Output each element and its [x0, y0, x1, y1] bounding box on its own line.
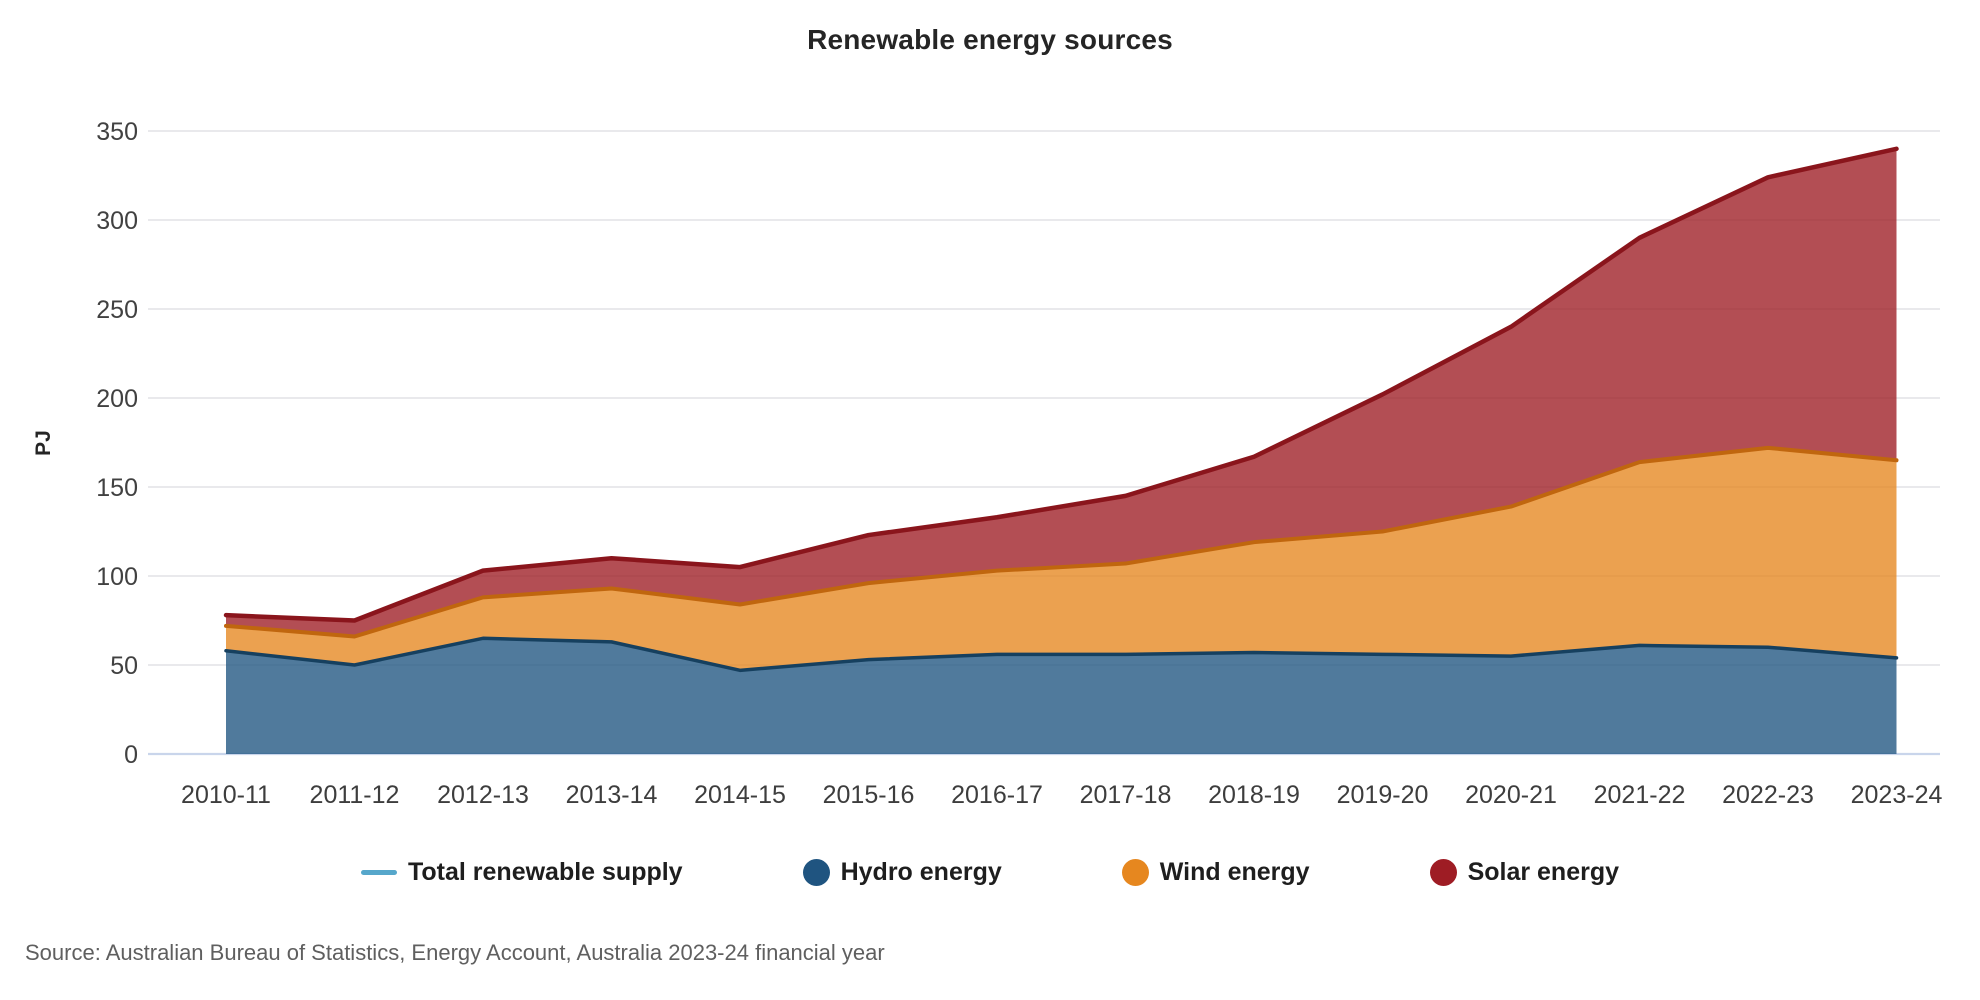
- legend-label: Solar energy: [1467, 858, 1620, 886]
- legend-label: Wind energy: [1159, 858, 1310, 886]
- x-axis-label: 2012-13: [437, 781, 529, 809]
- legend-label: Hydro energy: [840, 858, 1002, 886]
- y-axis-tick-label: 250: [96, 296, 138, 324]
- y-axis-title: PJ: [32, 430, 55, 456]
- hydro-area: [226, 638, 1897, 754]
- legend-label: Total renewable supply: [407, 858, 683, 886]
- y-axis-tick-label: 50: [110, 652, 138, 680]
- x-axis-label: 2022-23: [1722, 781, 1814, 809]
- y-axis-tick-label: 150: [96, 474, 138, 502]
- x-axis-label: 2020-21: [1465, 781, 1557, 809]
- source-note: Source: Australian Bureau of Statistics,…: [25, 940, 885, 965]
- legend-item-total-renewable-supply[interactable]: Total renewable supply: [360, 858, 683, 887]
- x-axis-label: 2015-16: [823, 781, 915, 809]
- x-axis-label: 2023-24: [1851, 781, 1943, 809]
- x-axis-label: 2021-22: [1594, 781, 1686, 809]
- x-axis-label: 2018-19: [1208, 781, 1300, 809]
- wind-area: [226, 447, 1897, 671]
- legend-item-solar-energy[interactable]: Solar energy: [1429, 858, 1620, 887]
- x-axis-label: 2014-15: [694, 781, 786, 809]
- total-line-swatch-icon: [360, 870, 397, 875]
- hydro-edge-line: [224, 636, 1899, 673]
- y-axis-tick-label: 100: [96, 563, 138, 591]
- y-axis-tick-label: 200: [96, 385, 138, 413]
- x-axis-label: 2010-11: [181, 781, 271, 809]
- y-axis-tick-label: 300: [96, 207, 138, 235]
- x-axis-label: 2013-14: [566, 781, 658, 809]
- x-axis-label: 2016-17: [951, 781, 1043, 809]
- legend-item-hydro-energy[interactable]: Hydro energy: [802, 858, 1002, 887]
- x-axis-label: 2019-20: [1337, 781, 1429, 809]
- y-axis-tick-label: 0: [124, 741, 138, 769]
- y-axis-tick-label: 350: [96, 118, 138, 146]
- solar-edge-line: [223, 146, 1899, 623]
- x-axis-label: 2017-18: [1080, 781, 1172, 809]
- solar-dot-swatch-icon: [1429, 859, 1457, 886]
- legend-item-wind-energy[interactable]: Wind energy: [1121, 858, 1310, 887]
- chart-title: Renewable energy sources: [807, 24, 1173, 55]
- chart-legend: Total renewable supply Hydro energy Wind…: [0, 858, 1980, 887]
- x-axis-label: 2011-12: [310, 781, 400, 809]
- hydro-dot-swatch-icon: [802, 859, 830, 886]
- wind-edge-line: [224, 445, 1899, 639]
- wind-dot-swatch-icon: [1121, 859, 1149, 886]
